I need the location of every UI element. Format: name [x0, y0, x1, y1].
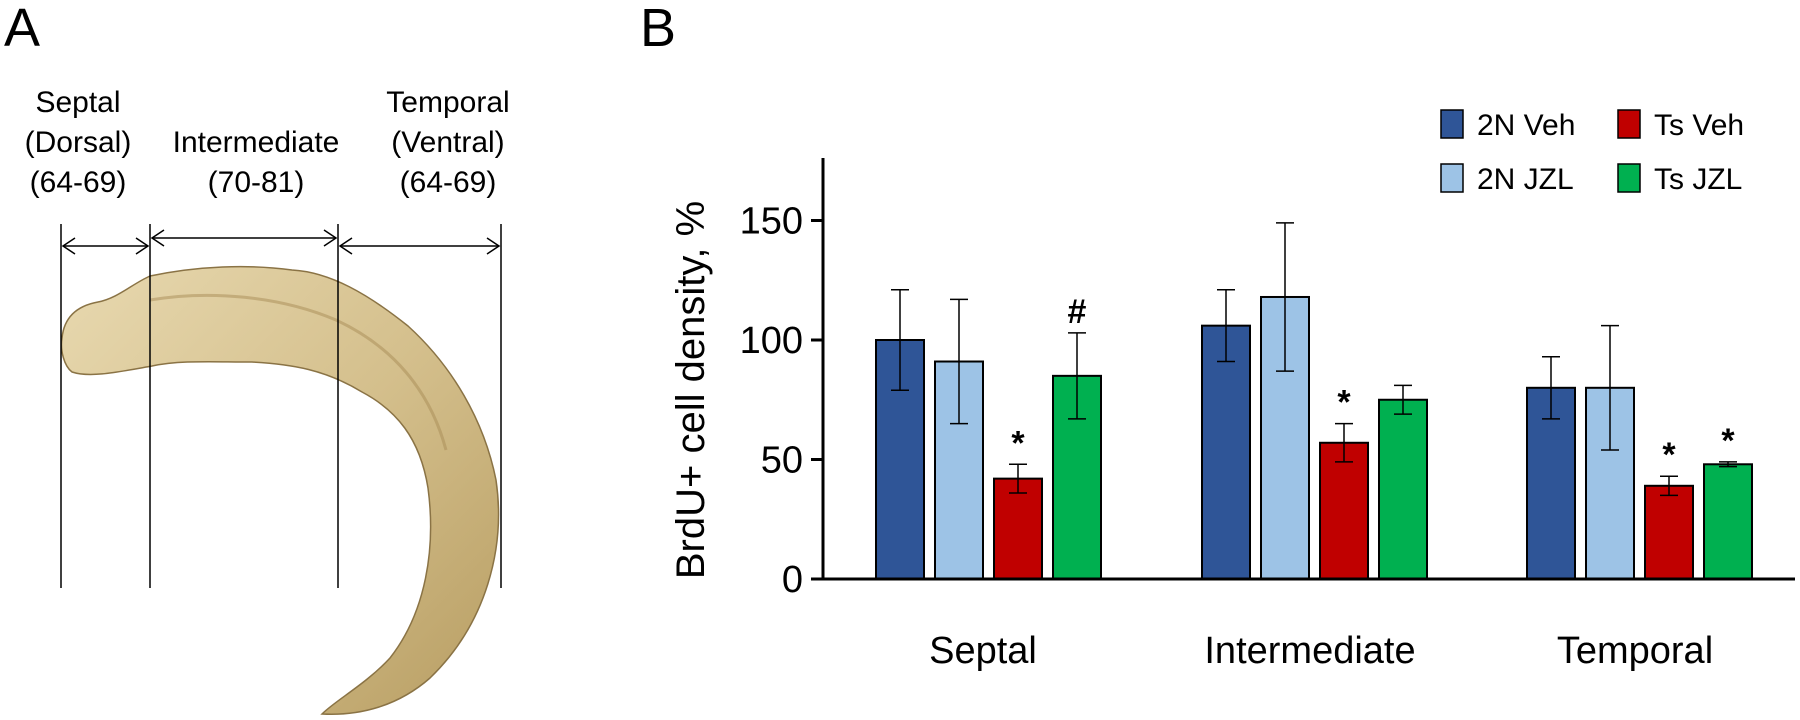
bar — [1378, 398, 1428, 580]
legend-swatch — [1440, 163, 1464, 193]
y-tick-label: 50 — [761, 440, 803, 482]
hippocampus-illustration — [60, 265, 500, 715]
region-label-septal: Septal (Dorsal) (64-69) — [25, 86, 132, 199]
legend: 2N Veh 2N JZL Ts Veh Ts JZL — [1440, 109, 1744, 196]
legend-swatch — [1440, 109, 1464, 139]
legend-label: Ts Veh — [1654, 109, 1744, 142]
x-category-label: Septal — [929, 630, 1037, 672]
bar — [1644, 484, 1694, 581]
y-tick-label: 100 — [740, 320, 803, 362]
significance-marker: * — [1721, 422, 1735, 460]
region-label-line: (Dorsal) — [25, 126, 132, 159]
region-label-line: (64-69) — [400, 166, 497, 199]
panel-a-letter: A — [4, 0, 40, 58]
range-arrow — [150, 229, 338, 247]
legend-swatch — [1617, 163, 1641, 193]
x-category-label: Temporal — [1557, 630, 1713, 672]
category-labels: Septal Intermediate Temporal — [929, 630, 1713, 672]
region-label-line: Septal — [35, 86, 120, 119]
bar — [1526, 386, 1576, 580]
bars: * # * * * — [875, 222, 1753, 581]
y-tick-label: 0 — [782, 559, 803, 601]
bar — [1201, 324, 1251, 580]
region-label-intermediate: Intermediate (70-81) — [173, 126, 340, 199]
significance-marker: * — [1662, 436, 1676, 474]
significance-marker: * — [1337, 384, 1351, 422]
y-tick-label: 150 — [740, 201, 803, 243]
region-label-temporal: Temporal (Ventral) (64-69) — [386, 86, 509, 199]
region-label-line: (Ventral) — [391, 126, 504, 159]
bar — [1319, 441, 1369, 580]
region-label-line: Temporal — [386, 86, 509, 119]
y-axis-title: BrdU+ cell density, % — [669, 201, 713, 579]
y-axis-ticks: 0 50 100 150 — [740, 201, 823, 601]
significance-marker: * — [1011, 424, 1025, 462]
panel-a: A Septal (Dorsal) (64-69) Intermediate (… — [4, 0, 510, 715]
region-label-line: (70-81) — [208, 166, 305, 199]
legend-swatch — [1617, 109, 1641, 139]
legend-label: 2N Veh — [1477, 109, 1575, 142]
region-label-line: Intermediate — [173, 126, 340, 159]
range-arrow — [61, 237, 150, 255]
panel-b-letter: B — [640, 0, 676, 58]
region-label-line: (64-69) — [30, 166, 127, 199]
panel-b: B BrdU+ cell density, % 0 50 100 150 * # * * * … — [640, 0, 1795, 672]
legend-label: 2N JZL — [1477, 163, 1574, 196]
bar — [1703, 463, 1753, 580]
significance-marker: # — [1068, 293, 1087, 331]
hippocampus-shading — [149, 293, 448, 451]
x-category-label: Intermediate — [1204, 630, 1415, 672]
legend-label: Ts JZL — [1654, 163, 1742, 196]
range-arrow — [338, 237, 501, 255]
